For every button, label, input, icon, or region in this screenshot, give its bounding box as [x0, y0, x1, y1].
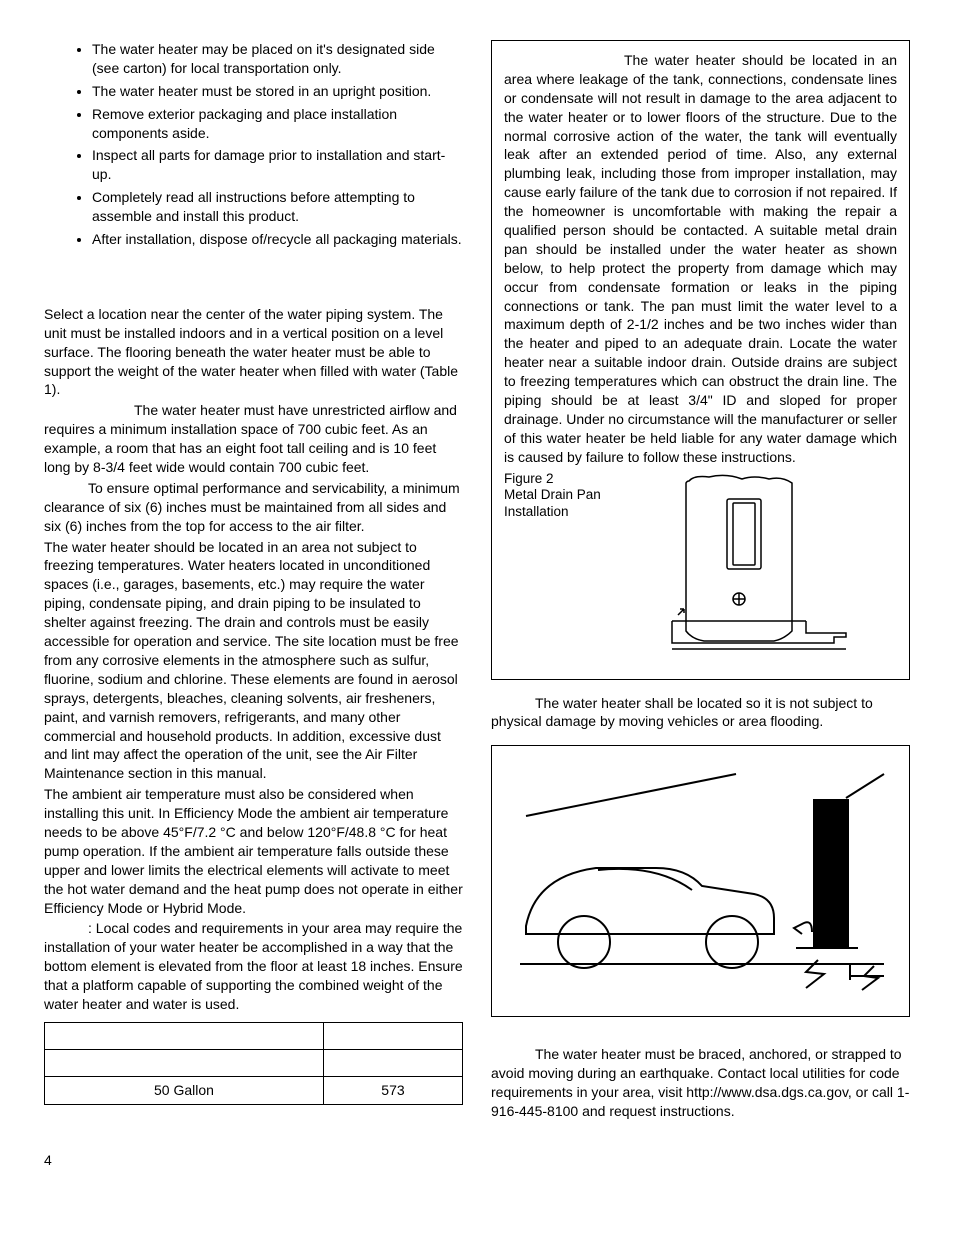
earthquake-paragraph: The water heater must be braced, anchore… — [491, 1045, 910, 1121]
instruction-bullet-list: The water heater may be placed on it's d… — [44, 40, 463, 249]
freezing-paragraph: The water heater should be located in an… — [44, 538, 463, 784]
drain-pan-warning-box: The water heater should be located in an… — [491, 40, 910, 680]
table-row — [45, 1022, 463, 1049]
text: The water heater should be located in an… — [504, 52, 897, 465]
table-cell — [45, 1022, 324, 1049]
table-cell — [45, 1049, 324, 1076]
vehicle-damage-paragraph: The water heater shall be located so it … — [491, 694, 910, 732]
text: To ensure optimal performance and servic… — [44, 480, 460, 534]
text: The water heater must be braced, anchore… — [491, 1046, 909, 1119]
right-column: The water heater should be located in an… — [491, 40, 910, 1123]
local-codes-paragraph: : Local codes and requirements in your a… — [44, 919, 463, 1013]
figure-label: Figure 2 — [504, 471, 554, 486]
drain-pan-figure — [601, 471, 897, 671]
ambient-temp-paragraph: The ambient air temperature must also be… — [44, 785, 463, 917]
bullet-item: The water heater must be stored in an up… — [92, 82, 463, 101]
page-number: 4 — [44, 1151, 910, 1170]
table-cell — [323, 1049, 462, 1076]
water-heater-drain-pan-icon — [634, 471, 864, 671]
bullet-item: The water heater may be placed on it's d… — [92, 40, 463, 78]
table-cell — [323, 1022, 462, 1049]
bullet-item: After installation, dispose of/recycle a… — [92, 230, 463, 249]
clearance-paragraph: To ensure optimal performance and servic… — [44, 479, 463, 536]
table-cell: 573 — [323, 1076, 462, 1104]
table-cell: 50 Gallon — [45, 1076, 324, 1104]
table-row — [45, 1049, 463, 1076]
figure-2-caption: Figure 2 Metal Drain Pan Installation — [504, 471, 601, 522]
figure-title-line: Metal Drain Pan — [504, 487, 601, 502]
bullet-item: Remove exterior packaging and place inst… — [92, 105, 463, 143]
text: : Local codes and requirements in your a… — [44, 920, 463, 1012]
vehicle-figure-box — [491, 745, 910, 1017]
bullet-item: Inspect all parts for damage prior to in… — [92, 146, 463, 184]
text: The water heater shall be located so it … — [491, 695, 873, 730]
location-paragraph-1: Select a location near the center of the… — [44, 305, 463, 399]
location-paragraph-2: The water heater must have unrestricted … — [44, 401, 463, 477]
bullet-item: Completely read all instructions before … — [92, 188, 463, 226]
weight-table: 50 Gallon 573 — [44, 1022, 463, 1105]
car-garage-heater-icon — [506, 756, 896, 1006]
left-column: The water heater may be placed on it's d… — [44, 40, 463, 1123]
text: The water heater must have unrestricted … — [44, 402, 457, 475]
table-row: 50 Gallon 573 — [45, 1076, 463, 1104]
figure-title-line: Installation — [504, 504, 569, 519]
